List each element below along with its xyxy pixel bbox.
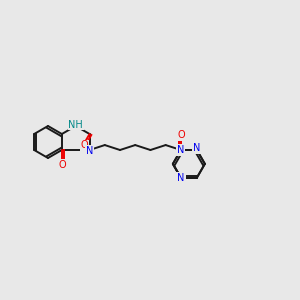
Text: NH: NH <box>68 119 83 130</box>
Text: O: O <box>58 160 66 170</box>
Text: N: N <box>86 146 93 156</box>
Text: O: O <box>81 140 88 150</box>
Text: N: N <box>178 173 186 183</box>
Text: N: N <box>193 143 201 153</box>
Text: N: N <box>177 145 184 155</box>
Text: O: O <box>177 130 185 140</box>
Text: N: N <box>177 173 184 183</box>
